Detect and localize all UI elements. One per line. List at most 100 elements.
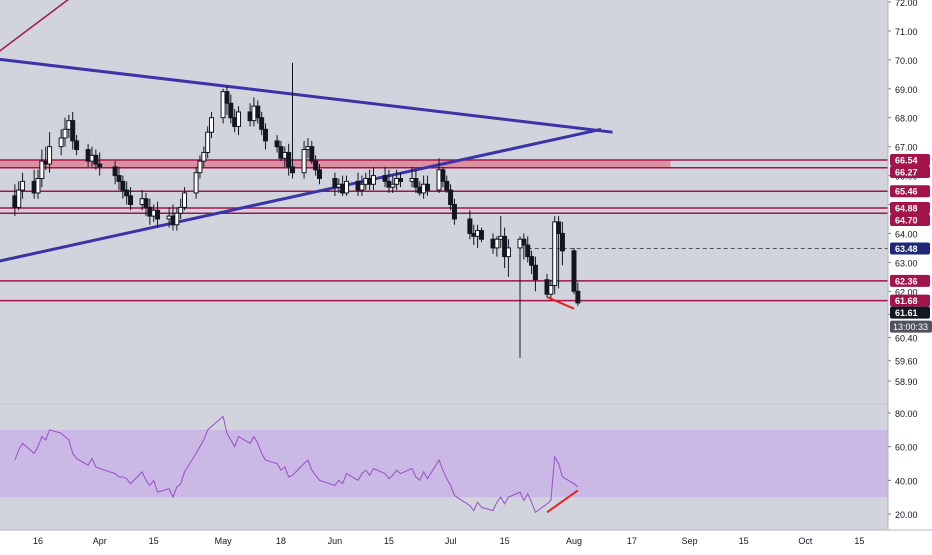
- candle-body: [35, 177, 41, 194]
- candle-body: [571, 250, 577, 292]
- time-tick-label: 15: [384, 536, 394, 546]
- time-tick-label: 18: [276, 536, 286, 546]
- rsi-tick-label: 40.00: [895, 476, 918, 486]
- candle-body: [174, 212, 180, 226]
- candle-body: [47, 146, 53, 165]
- rsi-line: [14, 415, 579, 514]
- candle-body: [316, 169, 322, 179]
- price-badge: [890, 165, 930, 178]
- price-badge-label: 64.70: [895, 215, 918, 225]
- candle-body: [274, 140, 280, 148]
- candle-body: [155, 209, 161, 220]
- price-tick-label: 70.00: [895, 56, 918, 66]
- price-badge: [890, 213, 930, 226]
- price-tick-label: 58.90: [895, 377, 918, 387]
- time-tick-label: May: [215, 536, 233, 546]
- price-badges-layer: 66.54 66.27 65.46 64.88 64.70 63.48 62.36 61.68…: [890, 153, 932, 333]
- candle-body: [286, 151, 292, 168]
- time-tick-label: 17: [627, 536, 637, 546]
- price-badge: [890, 185, 930, 198]
- time-tick-label: Jul: [445, 536, 457, 546]
- candle-body: [370, 175, 376, 185]
- price-badge-label: 64.88: [895, 203, 918, 213]
- candle-body: [255, 105, 261, 119]
- candle-body: [201, 151, 207, 162]
- candle-body: [505, 247, 511, 258]
- price-badge: [890, 153, 930, 166]
- countdown-label: 13:00:33: [893, 322, 928, 332]
- candle-body: [93, 154, 99, 165]
- price-tick-label: 69.00: [895, 85, 918, 95]
- candle-body: [220, 91, 226, 119]
- time-tick-label: 15: [149, 536, 159, 546]
- candle-body: [290, 166, 296, 174]
- candle-body: [112, 166, 118, 177]
- candle-body: [224, 91, 230, 104]
- time-tick-label: Aug: [566, 536, 582, 546]
- price-badge-label: 66.54: [895, 155, 918, 165]
- candle-body: [313, 160, 319, 171]
- candle-body: [58, 137, 64, 148]
- time-tick-label: Sep: [682, 536, 698, 546]
- time-tick-label: 15: [739, 536, 749, 546]
- candle-body: [193, 172, 199, 194]
- price-tick-label: 72.00: [895, 0, 918, 8]
- countdown-badge: [890, 320, 932, 333]
- candle-body: [494, 238, 500, 249]
- candle-body: [74, 140, 80, 151]
- price-badge: [890, 294, 930, 307]
- candle-body: [120, 180, 126, 191]
- candle-body: [424, 183, 430, 191]
- candle-body: [236, 111, 242, 127]
- candle-body: [525, 244, 531, 258]
- candle-body: [467, 218, 473, 234]
- candle-body: [397, 177, 403, 182]
- candle-body: [178, 206, 184, 214]
- candle-body: [532, 264, 538, 281]
- candle-body: [382, 175, 388, 182]
- horizontal-levels-layer: [0, 159, 888, 405]
- divergence-layer: [546, 296, 575, 310]
- price-badge-label: 65.46: [895, 187, 918, 197]
- time-tick-label: Apr: [93, 536, 107, 546]
- price-badge-label: 63.48: [895, 244, 918, 254]
- candle-body: [228, 102, 234, 119]
- candle-body: [182, 192, 188, 208]
- candle-body: [440, 169, 446, 182]
- price-tick-label: 71.00: [895, 27, 918, 37]
- candle-body: [556, 221, 562, 234]
- candle-body: [529, 256, 535, 266]
- resistance-zone: [0, 159, 671, 168]
- price-tick-label: 62.00: [895, 287, 918, 297]
- candle-body: [97, 163, 103, 168]
- candle-body: [448, 189, 454, 206]
- candle-body: [197, 160, 203, 174]
- time-tick-label: Jun: [328, 536, 343, 546]
- trendline-ascending: [0, 127, 602, 263]
- candle-body: [575, 290, 581, 304]
- candle-body: [390, 183, 396, 188]
- candle-body: [309, 146, 315, 162]
- trendlines-layer: [0, 0, 613, 263]
- candle-body: [552, 221, 558, 287]
- candle-body: [209, 117, 215, 133]
- candle-body: [521, 238, 527, 246]
- time-axis[interactable]: 16 Apr 15 May 18 Jun 15 Jul 15 Aug 17 Sep 15 Oct 15: [0, 529, 932, 546]
- time-axis-background: [0, 530, 932, 550]
- candles-layer: [12, 62, 581, 358]
- price-tick-label: 60.40: [895, 334, 918, 344]
- candle-body: [20, 180, 26, 191]
- price-tick-label: 59.60: [895, 357, 918, 367]
- rsi-axis[interactable]: 20.00 40.00 60.00 80.00: [888, 409, 918, 520]
- price-badge-label: 61.61: [895, 308, 918, 318]
- price-tick-label: 63.00: [895, 258, 918, 268]
- price-badge: [890, 201, 930, 214]
- price-badge: [890, 242, 930, 255]
- candle-body: [143, 198, 149, 208]
- candle-body: [343, 180, 349, 194]
- candle-body: [39, 160, 45, 179]
- rsi-layer: [0, 415, 888, 514]
- rsi-tick-label: 60.00: [895, 443, 918, 453]
- candle-body: [332, 177, 338, 188]
- candle-body: [548, 285, 554, 295]
